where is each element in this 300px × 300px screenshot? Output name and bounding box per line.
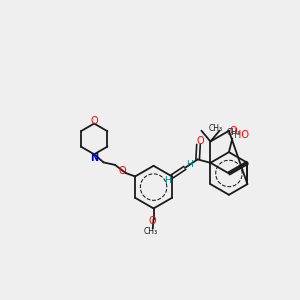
Text: HO: HO [235,130,250,140]
Text: O: O [148,216,156,226]
Text: O: O [118,166,126,176]
Text: N: N [90,153,98,163]
Text: CH₃: CH₃ [226,128,240,137]
Text: O: O [230,126,237,136]
Text: H: H [186,160,193,169]
Text: H: H [164,176,171,185]
Text: O: O [90,116,98,126]
Text: CH₃: CH₃ [208,124,222,134]
Text: CH₃: CH₃ [144,227,158,236]
Text: O: O [196,136,204,146]
